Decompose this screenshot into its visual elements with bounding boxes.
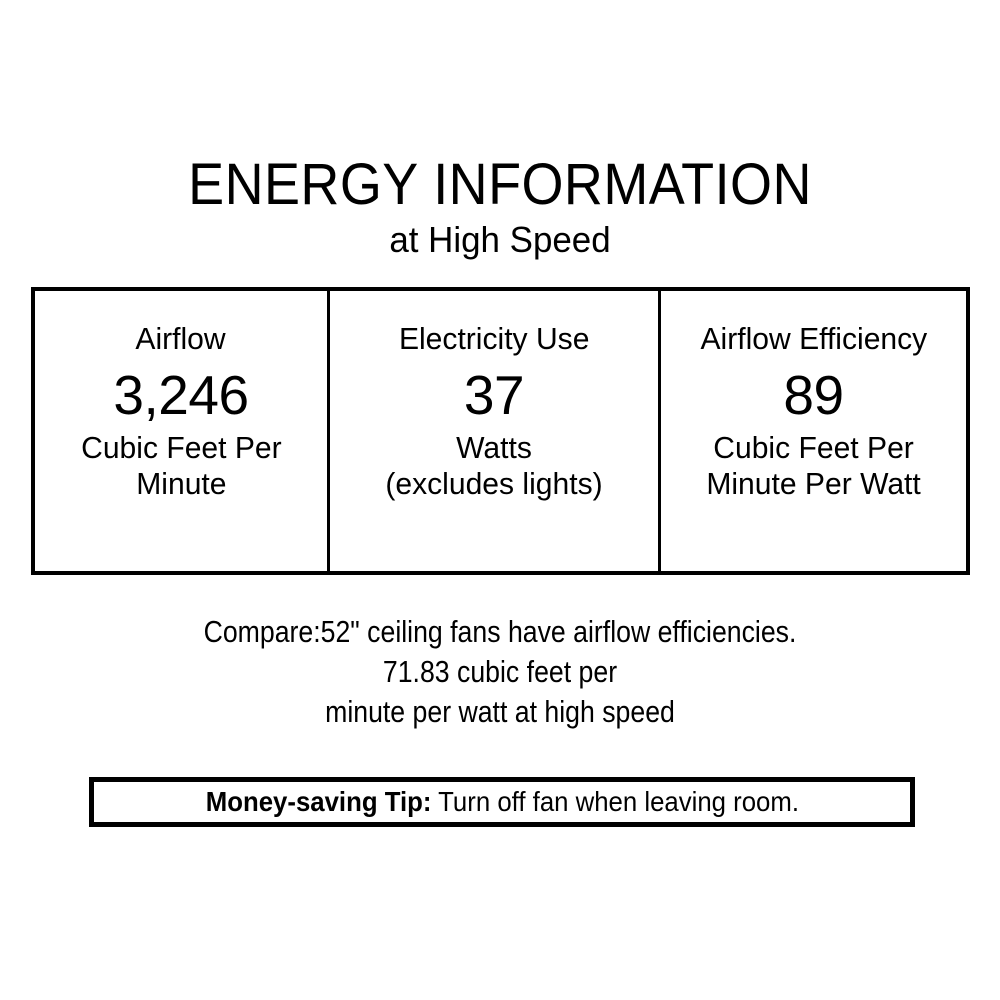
page-title: ENERGY INFORMATION	[188, 152, 812, 217]
money-saving-tip-heading: Money-saving Tip:	[205, 786, 432, 817]
stat-units-line: Cubic Feet Per	[713, 430, 914, 465]
stat-cell-airflow: Airflow 3,246 Cubic Feet Per Minute	[35, 291, 327, 571]
stat-label: Electricity Use	[398, 321, 590, 356]
stat-units-line: Watts	[456, 430, 532, 465]
stat-cell-electricity-use: Electricity Use 37 Watts (excludes light…	[327, 291, 658, 571]
stat-units-line: Minute Per Watt	[706, 466, 921, 501]
page-subtitle: at High Speed	[389, 219, 611, 260]
money-saving-tip-text: Money-saving Tip: Turn off fan when leav…	[205, 786, 798, 818]
stat-units-line: Minute	[135, 466, 227, 501]
label-header: ENERGY INFORMATION at High Speed	[0, 155, 1000, 261]
comparison-line: minute per watt at high speed	[325, 694, 675, 729]
comparison-line: Compare:52" ceiling fans have airflow ef…	[203, 614, 797, 649]
stat-label: Airflow	[135, 321, 227, 356]
stat-units-line: (excludes lights)	[385, 466, 603, 501]
stat-value: 3,246	[113, 364, 249, 426]
comparison-note: Compare:52" ceiling fans have airflow ef…	[70, 612, 930, 732]
money-saving-tip-body: Turn off fan when leaving room.	[431, 786, 799, 817]
stat-units: Cubic Feet Per Minute Per Watt	[706, 430, 920, 502]
comparison-line: 71.83 cubic feet per	[382, 654, 618, 689]
stat-value: 89	[783, 364, 844, 426]
stat-value: 37	[463, 364, 525, 426]
stat-units: Watts (excludes lights)	[385, 430, 602, 502]
stat-units: Cubic Feet Per Minute	[81, 430, 282, 502]
stat-cell-airflow-efficiency: Airflow Efficiency 89 Cubic Feet Per Min…	[658, 291, 966, 571]
stats-table: Airflow 3,246 Cubic Feet Per Minute Elec…	[31, 287, 970, 575]
stat-label: Airflow Efficiency	[700, 321, 927, 356]
stat-units-line: Cubic Feet Per	[80, 430, 282, 465]
money-saving-tip-box: Money-saving Tip: Turn off fan when leav…	[89, 777, 915, 827]
